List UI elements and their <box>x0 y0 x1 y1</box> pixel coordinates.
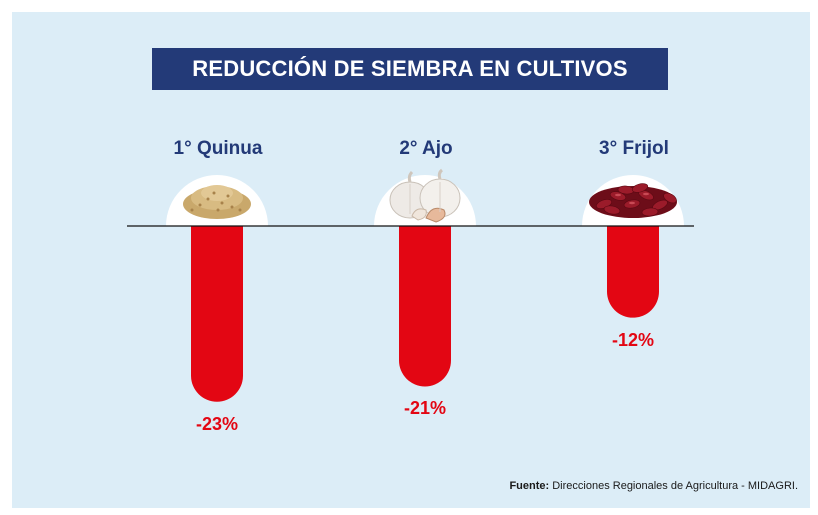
chart-title-box: REDUCCIÓN DE SIEMBRA EN CULTIVOS <box>152 48 668 90</box>
bar-frijol <box>607 226 659 318</box>
category-label-quinua: 1° Quinua <box>173 138 263 159</box>
value-label-frijol: -12% <box>611 329 655 350</box>
source-note: Fuente: Direcciones Regionales de Agricu… <box>509 480 798 492</box>
value-label-quinua: -23% <box>195 413 239 434</box>
source-text: Direcciones Regionales de Agricultura - … <box>552 480 798 492</box>
quinoa-grain-icon <box>183 185 251 219</box>
bar-ajo <box>399 226 451 387</box>
category-label-ajo: 2° Ajo <box>399 138 453 159</box>
category-label-frijol: 3° Frijol <box>599 138 669 159</box>
value-label-ajo: -21% <box>403 398 447 419</box>
bar-quinua <box>191 226 243 402</box>
chart-title: REDUCCIÓN DE SIEMBRA EN CULTIVOS <box>192 56 628 81</box>
garlic-icon <box>389 168 461 223</box>
source-label: Fuente: <box>509 480 550 492</box>
red-bean-icon <box>589 183 677 218</box>
